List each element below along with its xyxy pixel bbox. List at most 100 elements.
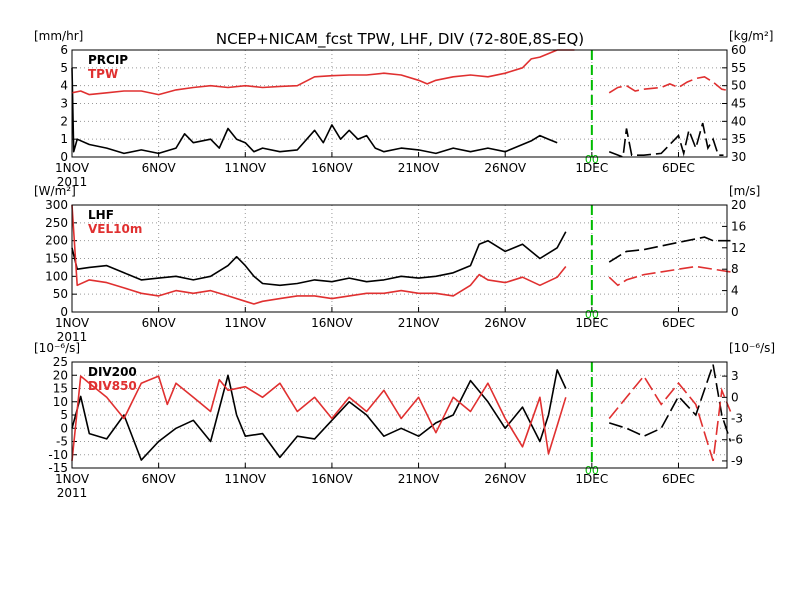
left-unit-label: [10⁻⁶/s] [34, 341, 80, 355]
chart-title: NCEP+NICAM_fcst TPW, LHF, DIV (72-80E,8S… [216, 30, 584, 49]
x-tick-label: 6NOV [142, 316, 177, 330]
year-label: 2011 [57, 330, 88, 344]
panel-frame [71, 204, 728, 313]
x-tick-label: 26NOV [484, 161, 526, 175]
forecast-marker-label: 00 [585, 464, 599, 477]
right-tick-label: 0 [731, 305, 739, 319]
left-tick-label: -10 [48, 448, 68, 462]
x-tick-label: 6DEC [662, 161, 695, 175]
left-unit-label: [W/m²] [34, 184, 76, 198]
series-forecast-line-div200 [608, 364, 732, 442]
right-tick-label: 45 [731, 97, 746, 111]
right-tick-label: 8 [731, 262, 739, 276]
left-tick-label: 2 [60, 114, 68, 128]
right-tick-label: -9 [731, 454, 743, 468]
x-tick-label: 1DEC [575, 161, 608, 175]
series-forecast-line-tpw [608, 75, 731, 94]
x-tick-label: 16NOV [311, 316, 353, 330]
series-line-vel10m [71, 204, 567, 305]
left-tick-label: 6 [60, 43, 68, 57]
legend-div850: DIV850 [88, 379, 137, 393]
left-tick-label: 300 [45, 198, 68, 212]
left-tick-label: 0 [60, 150, 68, 164]
series-forecast-line-vel10m [608, 265, 731, 287]
x-tick-label: 11NOV [224, 472, 266, 486]
x-tick-label: 21NOV [398, 472, 440, 486]
right-tick-label: -6 [731, 433, 743, 447]
right-tick-label: 50 [731, 79, 746, 93]
x-tick-label: 6NOV [142, 161, 177, 175]
right-tick-label: -3 [731, 412, 743, 426]
x-tick-label: 1NOV [55, 472, 90, 486]
x-tick-label: 1DEC [575, 316, 608, 330]
right-unit-label: [m/s] [729, 184, 760, 198]
panel-frame [71, 49, 728, 158]
x-tick-label: 16NOV [311, 161, 353, 175]
legend-vel10m: VEL10m [88, 222, 142, 236]
forecast-marker-label: 00 [585, 153, 599, 166]
left-tick-label: 20 [53, 368, 68, 382]
right-tick-label: 40 [731, 114, 746, 128]
legend-div200: DIV200 [88, 365, 137, 379]
right-tick-label: 55 [731, 61, 746, 75]
left-unit-label: [mm/hr] [34, 29, 83, 43]
x-tick-label: 21NOV [398, 161, 440, 175]
x-tick-label: 1NOV [55, 161, 90, 175]
series-line-tpw [71, 49, 575, 96]
left-tick-label: 4 [60, 79, 68, 93]
right-tick-label: 3 [731, 369, 739, 383]
right-tick-label: 0 [731, 390, 739, 404]
right-tick-label: 12 [731, 241, 746, 255]
x-tick-label: 11NOV [224, 316, 266, 330]
series-line-prcip [71, 67, 558, 155]
right-tick-label: 35 [731, 132, 746, 146]
x-tick-label: 1DEC [575, 472, 608, 486]
x-tick-label: 16NOV [311, 472, 353, 486]
x-tick-label: 6DEC [662, 472, 695, 486]
left-tick-label: 250 [45, 216, 68, 230]
x-tick-label: 21NOV [398, 316, 440, 330]
panel-lhf-vel10m: 0 50 100 150 200 250 300 0 4 8 12 16 20 1NOV 6NOV 11NOV… [34, 184, 760, 344]
right-tick-label: 16 [731, 219, 746, 233]
left-tick-label: 200 [45, 234, 68, 248]
x-tick-label: 1NOV [55, 316, 90, 330]
x-tick-label: 11NOV [224, 161, 266, 175]
left-tick-label: 5 [60, 61, 68, 75]
left-tick-label: 5 [60, 408, 68, 422]
left-tick-label: 100 [45, 269, 68, 283]
right-unit-label: [10⁻⁶/s] [729, 341, 775, 355]
series-forecast-line-lhf [608, 236, 731, 263]
right-unit-label: [kg/m²] [729, 29, 773, 43]
left-tick-label: 150 [45, 252, 68, 266]
legend-prcip: PRCIP [88, 53, 128, 67]
panel-frame [71, 361, 728, 469]
left-tick-label: 0 [60, 305, 68, 319]
x-tick-label: 26NOV [484, 472, 526, 486]
right-tick-label: 20 [731, 198, 746, 212]
left-tick-label: -5 [56, 435, 68, 449]
series-line-div200 [71, 369, 567, 461]
x-tick-label: 6NOV [142, 472, 177, 486]
left-tick-label: -15 [48, 461, 68, 475]
series-line-lhf [71, 231, 567, 287]
series-forecast-line-div850 [608, 374, 732, 462]
right-tick-label: 60 [731, 43, 746, 57]
left-tick-label: 25 [53, 355, 68, 369]
series-line-div850 [71, 375, 567, 461]
year-label: 2011 [57, 486, 88, 500]
right-tick-label: 30 [731, 150, 746, 164]
forecast-marker-label: 00 [585, 308, 599, 321]
legend-tpw: TPW [88, 67, 118, 81]
left-tick-label: 10 [53, 395, 68, 409]
right-tick-label: 4 [731, 284, 739, 298]
left-tick-label: 15 [53, 382, 68, 396]
left-tick-label: 1 [60, 132, 68, 146]
x-tick-label: 26NOV [484, 316, 526, 330]
legend-lhf: LHF [88, 208, 114, 222]
left-tick-label: 50 [53, 287, 68, 301]
left-tick-label: 0 [60, 421, 68, 435]
left-tick-label: 3 [60, 97, 68, 111]
